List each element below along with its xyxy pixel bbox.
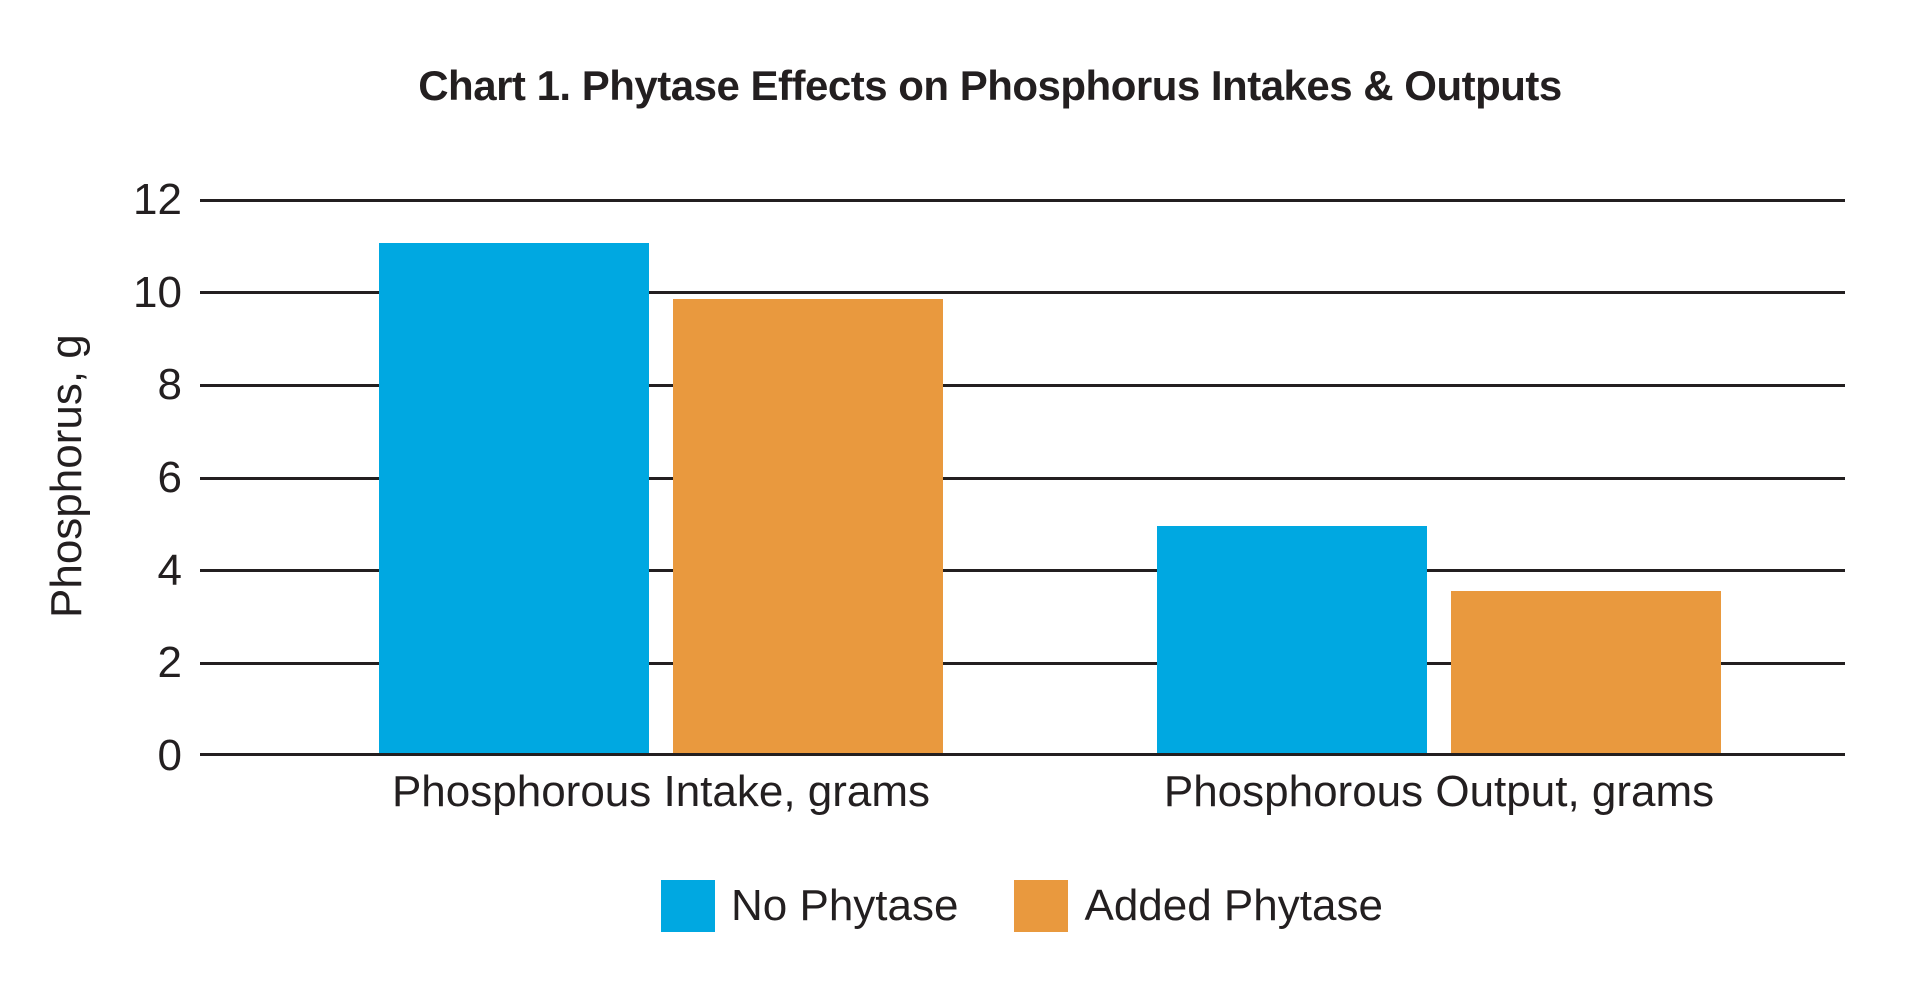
gridline-12 [200, 199, 1845, 202]
legend-item-no-phytase: No Phytase [661, 880, 958, 932]
y-tick-label-12: 12 [133, 175, 182, 224]
y-tick-label-4: 4 [157, 546, 182, 595]
legend-item-added-phytase: Added Phytase [1014, 880, 1383, 932]
plot-area [200, 199, 1845, 756]
gridline-6 [200, 477, 1845, 480]
gridline-10 [200, 291, 1845, 294]
y-tick-label-10: 10 [133, 268, 182, 317]
added-phytase-swatch [1014, 880, 1069, 932]
legend-label-no-phytase: No Phytase [731, 881, 959, 930]
legend: No Phytase Added Phytase [661, 880, 1383, 932]
x-axis-labels: Phosphorous Intake, grams Phosphorous Out… [200, 764, 1845, 824]
legend-label-added-phytase: Added Phytase [1084, 881, 1383, 930]
gridline-4 [200, 569, 1845, 572]
y-axis-ticks: 0 2 4 6 8 10 12 [0, 175, 182, 780]
gridline-8 [200, 384, 1845, 387]
no-phytase-swatch [661, 880, 715, 932]
gridline-2 [200, 662, 1845, 665]
x-category-label-1: Phosphorous Output, grams [1163, 767, 1715, 816]
no-phytase-bar-phosphorous-intake-grams [379, 243, 649, 753]
y-tick-label-6: 6 [157, 453, 182, 502]
y-tick-label-2: 2 [157, 638, 182, 687]
added-phytase-bar-phosphorous-intake-grams [673, 299, 943, 753]
added-phytase-bar-phosphorous-output-grams [1451, 591, 1721, 753]
chart-title: Chart 1. Phytase Effects on Phosphorus I… [418, 62, 1562, 109]
x-category-label-0: Phosphorous Intake, grams [391, 767, 931, 816]
y-tick-label-8: 8 [157, 360, 182, 409]
no-phytase-bar-phosphorous-output-grams [1157, 526, 1427, 753]
y-tick-label-0: 0 [157, 731, 182, 780]
